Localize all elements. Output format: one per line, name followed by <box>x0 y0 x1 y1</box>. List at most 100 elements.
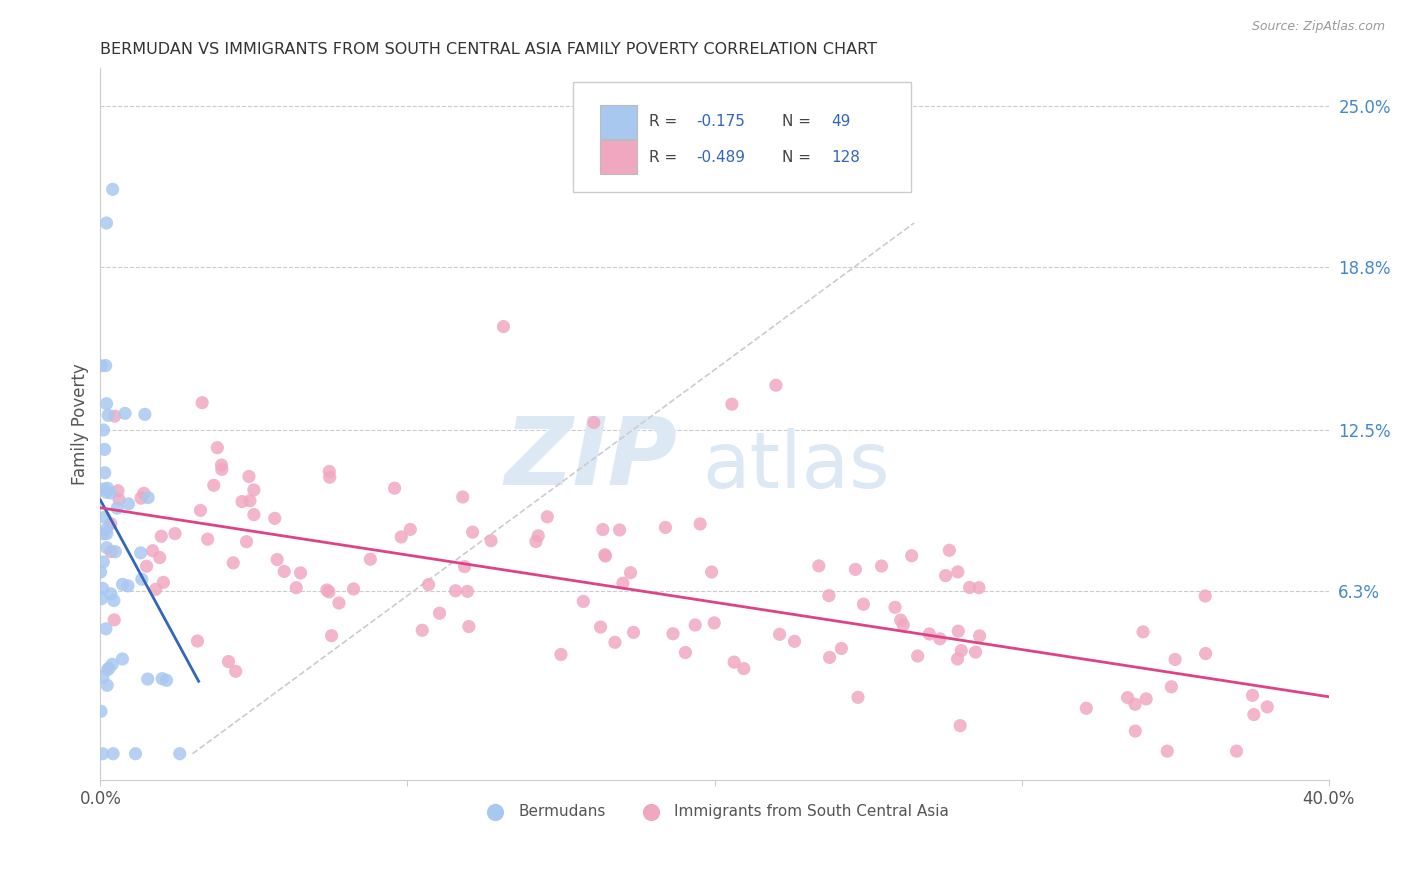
Point <box>150 672 173 686</box>
Point <box>683 618 706 632</box>
Point <box>429 606 451 620</box>
Point <box>94 359 117 373</box>
Point <box>1132 624 1154 639</box>
Point <box>91 670 114 684</box>
Point <box>100 486 122 500</box>
Point <box>807 558 830 573</box>
Bar <box>600 140 637 175</box>
Point <box>93 442 115 457</box>
Point <box>96 541 118 555</box>
Point <box>965 645 987 659</box>
Point <box>263 511 285 525</box>
Point <box>527 529 550 543</box>
Point <box>1123 724 1146 739</box>
Point <box>145 582 167 597</box>
Point <box>700 565 723 579</box>
Point <box>389 530 412 544</box>
Point <box>619 566 641 580</box>
Point <box>97 409 120 423</box>
Point <box>319 470 342 484</box>
Point <box>124 747 146 761</box>
Point <box>225 665 247 679</box>
Point <box>783 634 806 648</box>
Text: -0.489: -0.489 <box>696 150 745 165</box>
Point <box>222 556 245 570</box>
Point <box>105 501 128 516</box>
Point <box>550 648 572 662</box>
Point <box>595 549 617 563</box>
Point <box>328 596 350 610</box>
Point <box>967 581 990 595</box>
Point <box>451 490 474 504</box>
Point <box>492 319 515 334</box>
Point <box>818 589 841 603</box>
Point <box>524 534 547 549</box>
Point <box>918 627 941 641</box>
Point <box>609 523 631 537</box>
Point <box>111 652 134 666</box>
Bar <box>600 104 637 139</box>
Point <box>100 544 122 558</box>
Point <box>479 533 502 548</box>
Point <box>104 409 127 424</box>
Point <box>654 520 676 534</box>
Point <box>266 552 288 566</box>
Point <box>191 395 214 409</box>
Point <box>593 548 616 562</box>
Text: N =: N = <box>782 114 815 129</box>
Text: -0.175: -0.175 <box>696 114 745 129</box>
Text: Source: ZipAtlas.com: Source: ZipAtlas.com <box>1251 20 1385 33</box>
Point <box>211 458 233 472</box>
FancyBboxPatch shape <box>574 82 911 193</box>
Point <box>238 469 260 483</box>
Point <box>117 497 139 511</box>
Point <box>938 543 960 558</box>
Point <box>612 576 634 591</box>
Point <box>846 690 869 705</box>
Point <box>108 492 131 507</box>
Text: atlas: atlas <box>702 428 890 504</box>
Point <box>149 550 172 565</box>
Point <box>131 572 153 586</box>
Point <box>243 483 266 497</box>
Point <box>100 587 122 601</box>
Point <box>1243 707 1265 722</box>
Point <box>662 626 685 640</box>
Point <box>852 597 875 611</box>
Point <box>103 593 125 607</box>
Text: R =: R = <box>650 114 682 129</box>
Point <box>90 591 112 606</box>
Point <box>150 529 173 543</box>
Point <box>870 559 893 574</box>
Point <box>572 594 595 608</box>
Point <box>582 416 605 430</box>
Point <box>97 663 120 677</box>
Point <box>103 613 125 627</box>
Point <box>1160 680 1182 694</box>
Point <box>190 503 212 517</box>
Point <box>97 661 120 675</box>
Point <box>948 624 970 639</box>
Point <box>359 552 381 566</box>
Point <box>101 182 124 196</box>
Point <box>107 483 129 498</box>
Point <box>1116 690 1139 705</box>
Point <box>946 565 969 579</box>
Legend: Bermudans, Immigrants from South Central Asia: Bermudans, Immigrants from South Central… <box>474 798 955 825</box>
Point <box>703 615 725 630</box>
Point <box>129 491 152 505</box>
Text: 49: 49 <box>831 114 851 129</box>
Point <box>457 619 479 633</box>
Point <box>96 526 118 541</box>
Point <box>142 543 165 558</box>
Point <box>111 577 134 591</box>
Point <box>231 494 253 508</box>
Point <box>592 523 614 537</box>
Point <box>96 485 118 500</box>
Point <box>444 583 467 598</box>
Point <box>411 624 433 638</box>
Point <box>169 747 191 761</box>
Point <box>163 526 186 541</box>
Point <box>96 481 118 495</box>
Point <box>384 481 406 495</box>
